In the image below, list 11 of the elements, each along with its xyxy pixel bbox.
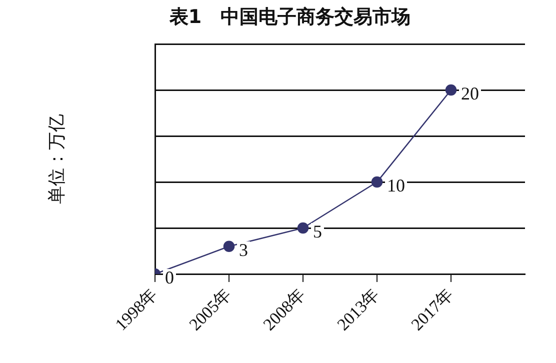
point <box>223 240 235 252</box>
data-label: 5 <box>313 222 322 242</box>
point <box>371 176 383 188</box>
y-axis-title: 单位：万亿 <box>46 114 68 204</box>
data-label: 20 <box>461 84 479 104</box>
point <box>297 222 309 234</box>
data-label: 3 <box>239 240 248 260</box>
chart-title: 表1 中国电子商务交易市场 <box>168 6 411 28</box>
data-label: 0 <box>165 268 174 288</box>
point <box>445 84 457 96</box>
data-label: 10 <box>387 176 405 196</box>
